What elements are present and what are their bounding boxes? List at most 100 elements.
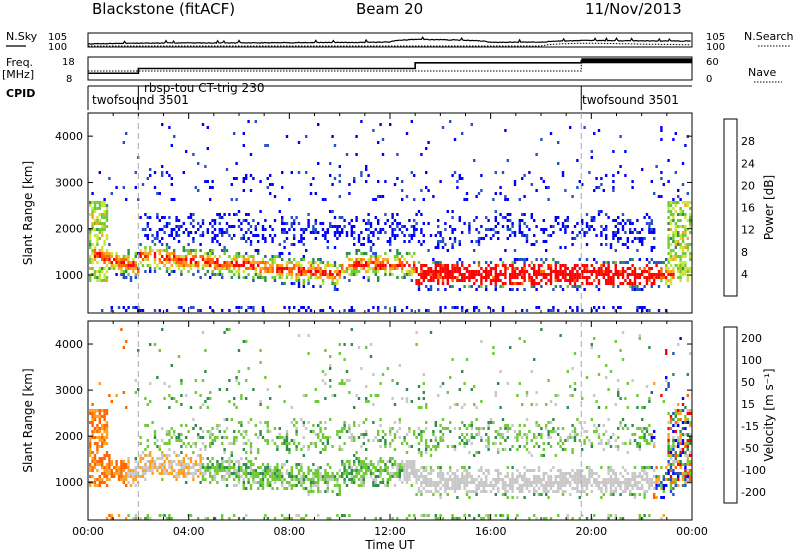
power-cell	[525, 270, 529, 273]
velocity-cell	[281, 463, 284, 466]
velocity-echo-cells	[89, 328, 692, 520]
velocity-cell	[446, 478, 449, 481]
velocity-cell	[374, 484, 377, 487]
power-cell	[146, 225, 149, 228]
velocity-cell	[617, 481, 620, 484]
power-cell	[453, 240, 457, 243]
power-cell	[276, 273, 279, 276]
power-cell	[199, 234, 202, 237]
power-cell	[336, 288, 339, 291]
power-cell	[125, 255, 128, 258]
velocity-cell	[134, 472, 137, 475]
power-cell	[391, 273, 394, 276]
velocity-cell	[379, 424, 382, 427]
velocity-cell	[360, 466, 363, 469]
velocity-cell	[235, 376, 238, 379]
velocity-cell	[225, 436, 229, 439]
power-cell	[209, 258, 212, 261]
velocity-cell	[384, 463, 387, 466]
power-cell	[206, 228, 209, 231]
velocity-cell	[506, 424, 509, 427]
power-cell	[110, 267, 113, 270]
power-cell	[276, 270, 279, 273]
power-cell	[619, 135, 622, 138]
power-cell	[451, 228, 454, 231]
velocity-cell	[405, 388, 409, 391]
velocity-cell	[494, 394, 497, 397]
power-cell	[254, 267, 257, 270]
power-cell	[285, 273, 289, 276]
velocity-cell	[317, 484, 320, 487]
velocity-cell	[89, 421, 92, 424]
velocity-cell	[564, 472, 567, 475]
velocity-cell	[641, 430, 644, 433]
velocity-cell	[134, 457, 137, 460]
velocity-cell	[473, 478, 476, 481]
velocity-cell	[549, 436, 553, 439]
power-cell	[689, 258, 692, 261]
power-cell	[525, 240, 529, 243]
velocity-cell	[249, 475, 253, 478]
velocity-cell	[357, 397, 361, 400]
power-cell	[374, 216, 377, 219]
power-cell	[473, 261, 476, 264]
power-cell	[235, 264, 238, 267]
power-cell	[415, 213, 418, 216]
power-cell	[523, 222, 526, 225]
power-cell	[470, 240, 473, 243]
power-cell	[252, 261, 255, 264]
power-cell	[115, 252, 118, 255]
power-cell	[427, 309, 430, 312]
velocity-cell	[528, 490, 531, 493]
power-cell	[98, 267, 101, 270]
power-cell	[288, 228, 291, 231]
power-cell	[425, 309, 428, 312]
power-cell	[422, 240, 425, 243]
velocity-cell	[537, 493, 541, 496]
power-cell	[103, 198, 106, 201]
power-cell	[530, 267, 533, 270]
velocity-cell	[434, 517, 437, 520]
velocity-cell	[235, 472, 238, 475]
power-cell	[98, 231, 101, 234]
velocity-cell	[264, 514, 267, 517]
power-cell	[485, 267, 488, 270]
velocity-cell	[564, 439, 567, 442]
power-cell	[341, 216, 344, 219]
velocity-cell	[182, 460, 185, 463]
velocity-cell	[437, 394, 440, 397]
velocity-cell	[266, 517, 269, 520]
power-cell	[129, 279, 133, 282]
velocity-cell	[662, 490, 665, 493]
velocity-cell	[461, 370, 464, 373]
velocity-cell	[139, 460, 142, 463]
power-cell	[408, 273, 411, 276]
power-cell	[549, 276, 553, 279]
power-cell	[487, 276, 490, 279]
velocity-cell	[511, 466, 514, 469]
power-cell	[211, 252, 214, 255]
velocity-cell	[441, 436, 445, 439]
power-cell	[499, 186, 502, 189]
velocity-cell	[122, 460, 125, 463]
velocity-cell	[379, 469, 382, 472]
power-cell	[677, 213, 680, 216]
velocity-cell	[415, 343, 418, 346]
power-cell	[309, 231, 313, 234]
power-cell	[475, 240, 478, 243]
velocity-cell	[607, 442, 610, 445]
velocity-cell	[609, 487, 613, 490]
velocity-cell	[213, 475, 217, 478]
power-cell	[245, 231, 248, 234]
power-cell	[439, 306, 442, 309]
power-cell	[127, 264, 130, 267]
power-cell	[245, 276, 248, 279]
velocity-cell	[576, 472, 579, 475]
power-cell	[633, 267, 637, 270]
power-cell	[261, 309, 265, 312]
velocity-cell	[501, 484, 505, 487]
velocity-cell	[321, 433, 325, 436]
power-cell	[261, 261, 265, 264]
power-cell	[129, 276, 133, 279]
power-cell	[331, 279, 334, 282]
